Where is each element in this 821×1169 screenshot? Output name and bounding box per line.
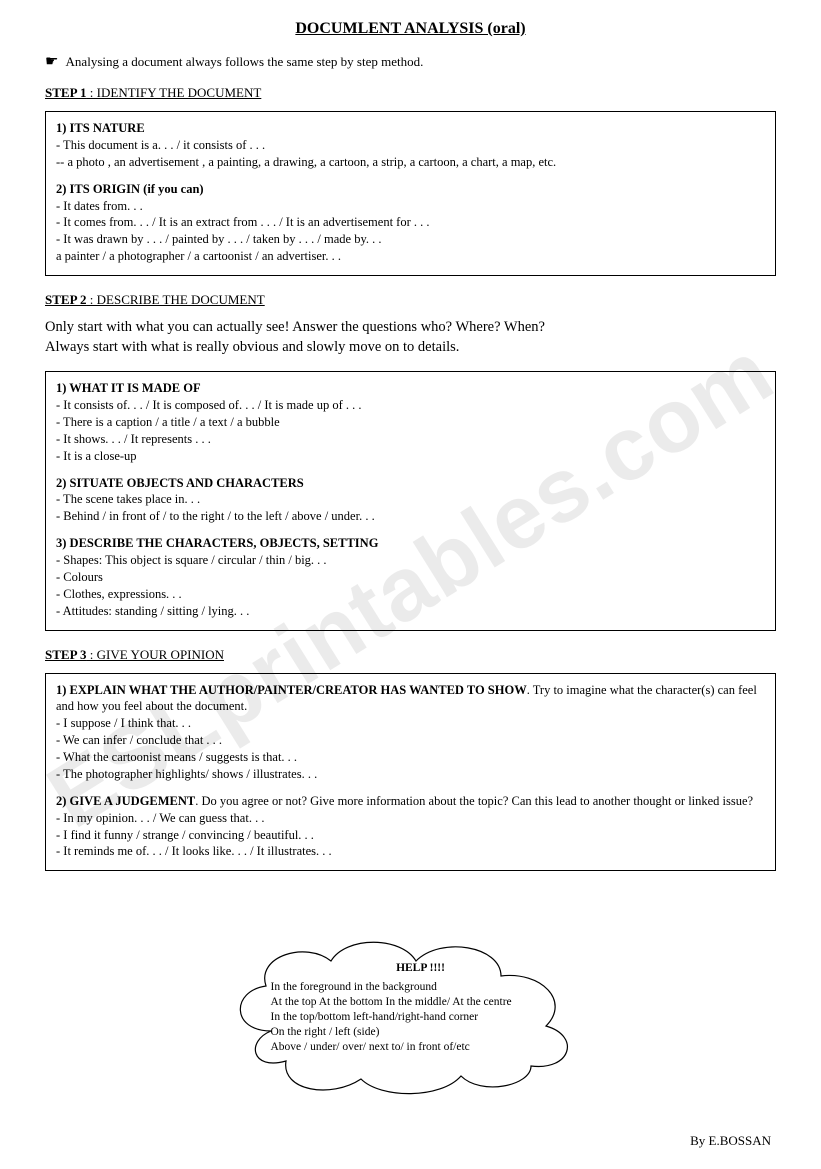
step1-line: -- a photo , an advertisement , a painti… xyxy=(56,154,765,171)
help-text: HELP !!!! In the foreground in the backg… xyxy=(271,961,571,1055)
step3-line: - It reminds me of. . . / It looks like.… xyxy=(56,843,765,860)
step3-heading: STEP 3 : GIVE YOUR OPINION xyxy=(45,647,776,663)
step3-line: - What the cartoonist means / suggests i… xyxy=(56,749,765,766)
step2-line: - Clothes, expressions. . . xyxy=(56,586,765,603)
step2-line: - Colours xyxy=(56,569,765,586)
step1-sub2: 2) ITS ORIGIN (if you can) xyxy=(56,181,765,198)
step2-description: Only start with what you can actually se… xyxy=(45,318,776,357)
step2-desc2: Always start with what is really obvious… xyxy=(45,339,459,355)
step2-line: - Shapes: This object is square / circul… xyxy=(56,552,765,569)
document-page: ESLprintables.com DOCUMLENT ANALYSIS (or… xyxy=(0,0,821,1169)
step1-line: a painter / a photographer / a cartoonis… xyxy=(56,248,765,265)
step2-line: - It consists of. . . / It is composed o… xyxy=(56,397,765,414)
step3-sub2b: . Do you agree or not? Give more informa… xyxy=(195,794,753,808)
intro-text: Analysing a document always follows the … xyxy=(66,54,424,69)
step2-sub3: 3) DESCRIBE THE CHARACTERS, OBJECTS, SET… xyxy=(56,535,765,552)
step3-line: - I suppose / I think that. . . xyxy=(56,715,765,732)
step3-rest: : GIVE YOUR OPINION xyxy=(87,647,224,662)
step2-line: - Attitudes: standing / sitting / lying.… xyxy=(56,603,765,620)
intro-line: ☛ Analysing a document always follows th… xyxy=(45,52,776,71)
step3-sub1a: 1) EXPLAIN WHAT THE AUTHOR/PAINTER/CREAT… xyxy=(56,683,527,697)
step1-line: - It dates from. . . xyxy=(56,198,765,215)
hand-icon: ☛ xyxy=(45,52,63,71)
step3-sub2-wrap: 2) GIVE A JUDGEMENT. Do you agree or not… xyxy=(56,793,765,810)
step2-sub1: 1) WHAT IT IS MADE OF xyxy=(56,380,765,397)
step2-line: - It is a close-up xyxy=(56,448,765,465)
step2-label: STEP 2 xyxy=(45,292,87,307)
help-line: On the right / left (side) xyxy=(271,1025,571,1040)
help-cloud: HELP !!!! In the foreground in the backg… xyxy=(211,921,611,1101)
step1-label: STEP 1 xyxy=(45,85,87,100)
step2-rest: : DESCRIBE THE DOCUMENT xyxy=(87,292,265,307)
step1-rest: : IDENTIFY THE DOCUMENT xyxy=(87,85,262,100)
step3-line: - We can infer / conclude that . . . xyxy=(56,732,765,749)
step2-heading: STEP 2 : DESCRIBE THE DOCUMENT xyxy=(45,292,776,308)
step1-box: 1) ITS NATURE - This document is a. . . … xyxy=(45,111,776,276)
step1-heading: STEP 1 : IDENTIFY THE DOCUMENT xyxy=(45,85,776,101)
step3-box: 1) EXPLAIN WHAT THE AUTHOR/PAINTER/CREAT… xyxy=(45,673,776,872)
step3-line: - In my opinion. . . / We can guess that… xyxy=(56,810,765,827)
step2-line: - The scene takes place in. . . xyxy=(56,491,765,508)
step3-label: STEP 3 xyxy=(45,647,87,662)
step1-sub1: 1) ITS NATURE xyxy=(56,120,765,137)
step1-line: - This document is a. . . / it consists … xyxy=(56,137,765,154)
step2-line: - Behind / in front of / to the right / … xyxy=(56,508,765,525)
help-line: In the top/bottom left-hand/right-hand c… xyxy=(271,1010,571,1025)
step2-line: - It shows. . . / It represents . . . xyxy=(56,431,765,448)
author-credit: By E.BOSSAN xyxy=(690,1133,771,1149)
help-line: At the top At the bottom In the middle/ … xyxy=(271,995,571,1010)
step3-line: - I find it funny / strange / convincing… xyxy=(56,827,765,844)
step1-line: - It comes from. . . / It is an extract … xyxy=(56,214,765,231)
step2-desc1: Only start with what you can actually se… xyxy=(45,319,545,335)
help-line: Above / under/ over/ next to/ in front o… xyxy=(271,1040,571,1055)
step1-line: - It was drawn by . . . / painted by . .… xyxy=(56,231,765,248)
page-title: DOCUMLENT ANALYSIS (oral) xyxy=(45,20,776,38)
step3-line: - The photographer highlights/ shows / i… xyxy=(56,766,765,783)
step2-box: 1) WHAT IT IS MADE OF - It consists of. … xyxy=(45,371,776,630)
step2-sub2: 2) SITUATE OBJECTS AND CHARACTERS xyxy=(56,475,765,492)
step3-sub1-wrap: 1) EXPLAIN WHAT THE AUTHOR/PAINTER/CREAT… xyxy=(56,682,765,716)
step2-line: - There is a caption / a title / a text … xyxy=(56,414,765,431)
step3-sub2a: 2) GIVE A JUDGEMENT xyxy=(56,794,195,808)
help-line: In the foreground in the background xyxy=(271,980,571,995)
help-title: HELP !!!! xyxy=(271,961,571,976)
